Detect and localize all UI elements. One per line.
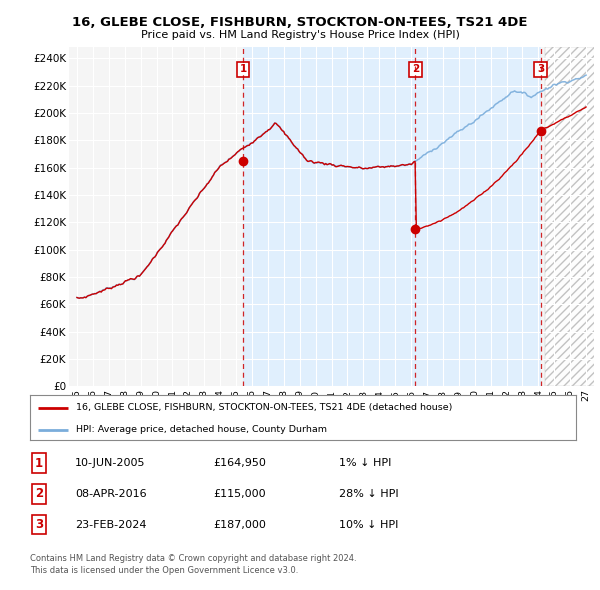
Bar [545,47,600,386]
Text: £115,000: £115,000 [213,489,266,499]
Text: 2: 2 [35,487,43,500]
Text: 10% ↓ HPI: 10% ↓ HPI [339,520,398,529]
Text: 1% ↓ HPI: 1% ↓ HPI [339,458,391,468]
Text: £187,000: £187,000 [213,520,266,529]
Text: 16, GLEBE CLOSE, FISHBURN, STOCKTON-ON-TEES, TS21 4DE: 16, GLEBE CLOSE, FISHBURN, STOCKTON-ON-T… [72,16,528,29]
Text: £164,950: £164,950 [213,458,266,468]
Bar [243,47,541,386]
Text: 3: 3 [35,518,43,531]
Text: Price paid vs. HM Land Registry's House Price Index (HPI): Price paid vs. HM Land Registry's House … [140,31,460,40]
Text: This data is licensed under the Open Government Licence v3.0.: This data is licensed under the Open Gov… [30,566,298,575]
Text: 10-JUN-2005: 10-JUN-2005 [75,458,146,468]
Text: HPI: Average price, detached house, County Durham: HPI: Average price, detached house, Coun… [76,425,328,434]
Text: 23-FEB-2024: 23-FEB-2024 [75,520,146,529]
Text: 2: 2 [412,64,419,74]
Text: 16, GLEBE CLOSE, FISHBURN, STOCKTON-ON-TEES, TS21 4DE (detached house): 16, GLEBE CLOSE, FISHBURN, STOCKTON-ON-T… [76,403,453,412]
Text: 1: 1 [35,457,43,470]
Text: 3: 3 [537,64,544,74]
Text: 28% ↓ HPI: 28% ↓ HPI [339,489,398,499]
Text: Contains HM Land Registry data © Crown copyright and database right 2024.: Contains HM Land Registry data © Crown c… [30,554,356,563]
Text: 1: 1 [239,64,247,74]
Text: 08-APR-2016: 08-APR-2016 [75,489,146,499]
